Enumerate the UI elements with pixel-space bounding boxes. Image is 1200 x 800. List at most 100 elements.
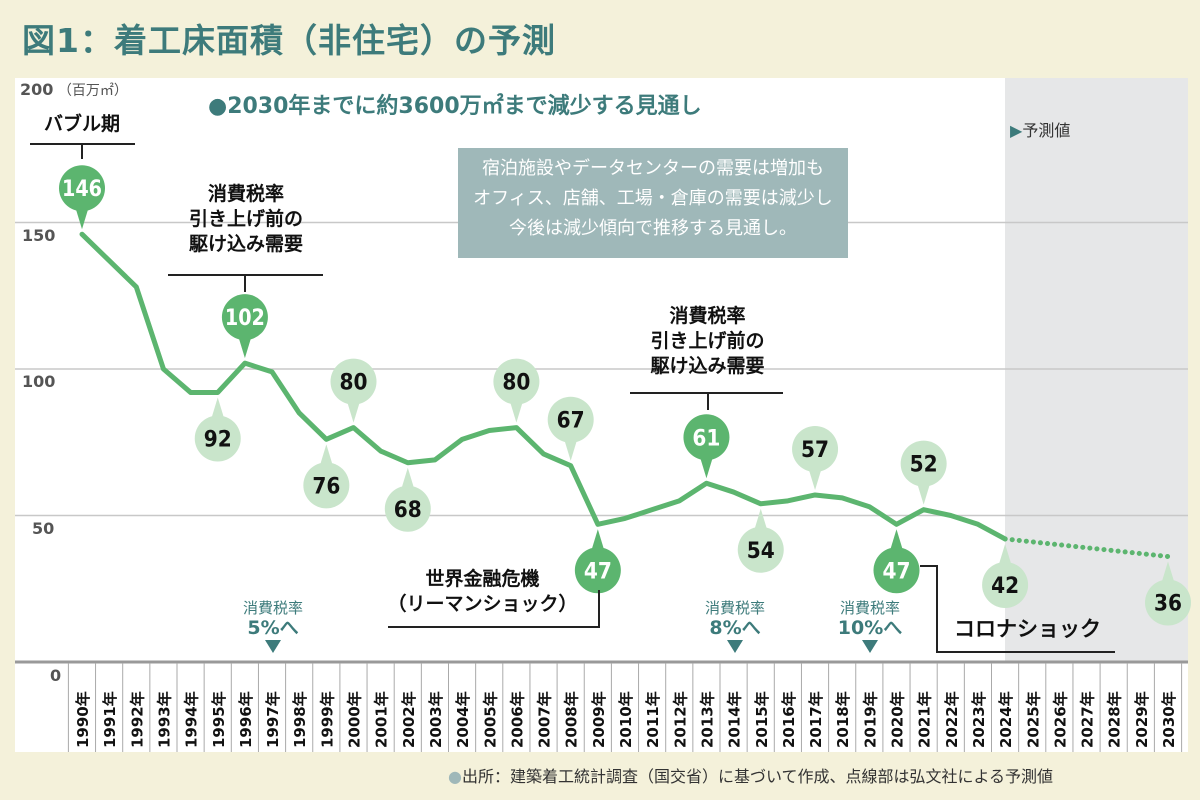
x-tick-label: 2029年: [1133, 691, 1151, 748]
x-tick-label: 2019年: [861, 691, 879, 748]
x-tick-label: 2005年: [481, 691, 499, 748]
x-tick-label: 2011年: [644, 691, 662, 748]
callout-tax-rush-1: 消費税率 引き上げ前の 駆け込み需要: [168, 182, 324, 257]
bubble-pointer: [916, 481, 931, 505]
triangle-down-icon: [727, 640, 743, 653]
data-label: 47: [584, 559, 612, 584]
callout-line: （リーマンショック）: [387, 593, 578, 615]
bubble-pointer: [1161, 561, 1175, 585]
x-tick-label: 2027年: [1079, 691, 1097, 748]
data-bubble: [574, 547, 621, 594]
triangle-right-icon: ▶: [1010, 121, 1023, 140]
x-tick-label: 1994年: [183, 691, 201, 748]
callout-underline: [388, 626, 600, 628]
x-tick-label: 2003年: [427, 691, 445, 748]
x-tick-label: 2024年: [997, 691, 1015, 748]
callout-leader: [81, 143, 83, 159]
info-line: オフィス、店舗、工場・倉庫の需要は減少し: [473, 188, 833, 209]
data-label: 146: [62, 177, 102, 202]
x-tick-label: 2009年: [590, 691, 608, 748]
source-note: ●出所：建築着工統計調査（国交省）に基づいて作成、点線部は弘文社による予測値: [448, 763, 1053, 787]
data-bubble: [194, 415, 241, 462]
data-label: 42: [991, 574, 1019, 599]
x-tick-label: 2025年: [1024, 691, 1042, 748]
data-label: 52: [910, 453, 938, 478]
bubble-pointer: [237, 335, 252, 359]
forecast-region: [1005, 78, 1188, 662]
bubble-pointer: [699, 455, 714, 479]
x-tick-label: 1998年: [291, 691, 309, 748]
x-tick-label: 1992年: [128, 691, 146, 748]
callout-line: 駆け込み需要: [188, 233, 303, 255]
data-label: 61: [692, 426, 720, 451]
x-tick-label: 1993年: [155, 691, 173, 748]
data-label: 80: [340, 371, 368, 396]
chart-title: 図1：着工床面積（非住宅）の予測: [22, 21, 556, 60]
x-tick-label: 2008年: [563, 691, 581, 748]
info-line: 宿泊施設やデータセンターの需要は増加も: [482, 158, 824, 179]
data-label: 92: [204, 427, 232, 452]
x-tick-label: 1990年: [74, 691, 92, 748]
callout-underline: [630, 392, 783, 394]
callout-line: 駆け込み需要: [650, 355, 765, 377]
x-tick-label: 2012年: [671, 691, 689, 748]
y-axis-unit: 200 （百万㎡）: [20, 80, 128, 100]
bubble-pointer: [509, 399, 524, 423]
data-bubble: [737, 526, 784, 573]
x-tick-label: 2013年: [698, 691, 716, 748]
bubble-pointer: [400, 467, 415, 491]
x-tick-label: 1991年: [101, 691, 119, 748]
data-label: 36: [1154, 592, 1182, 617]
data-bubble: [683, 414, 730, 461]
callout-leader: [936, 565, 938, 653]
x-tick-label: 2026年: [1051, 691, 1069, 748]
callout-line: 消費税率: [669, 305, 746, 327]
data-label: 80: [502, 371, 530, 396]
callout-line: 引き上げ前の: [188, 208, 303, 230]
x-tick-label: 2023年: [970, 691, 988, 748]
data-label: 102: [225, 306, 265, 331]
info-line: 今後は減少傾向で推移する見通し。: [509, 218, 797, 239]
subtitle: ●2030年までに約3600万㎡まで減少する見通し: [208, 94, 702, 119]
callout-line: 引き上げ前の: [650, 330, 765, 352]
y-tick-150: 150: [22, 226, 56, 245]
y-tick-50: 50: [32, 519, 55, 538]
callout-leader: [707, 392, 709, 410]
tax-marker-8: 消費税率 8%へ: [685, 598, 785, 653]
x-tick-label: 1995年: [210, 691, 228, 748]
data-bubble: [900, 440, 947, 487]
callout-tax-rush-2: 消費税率 引き上げ前の 駆け込み需要: [630, 304, 785, 379]
forecast-line: [1002, 536, 1171, 560]
bubble-pointer: [210, 397, 225, 421]
x-tick-label: 2007年: [536, 691, 554, 748]
bubble-pointer: [563, 437, 578, 461]
bubble-pointer: [753, 508, 768, 532]
y-axis-label: （百万㎡）: [57, 83, 128, 99]
data-bubble: [303, 462, 350, 509]
x-tick-label: 2014年: [726, 691, 744, 748]
triangle-down-icon: [862, 640, 878, 653]
y-tick-100: 100: [22, 372, 56, 391]
data-label: 47: [883, 559, 911, 584]
data-label: 54: [747, 539, 775, 564]
data-bubble: [1145, 579, 1191, 626]
tax-marker-label: 消費税率: [242, 599, 303, 617]
bubble-pointer: [889, 529, 904, 553]
y-tick-200: 200: [20, 80, 54, 99]
data-label: 76: [312, 474, 340, 499]
tax-marker-rate: 10%へ: [837, 617, 903, 639]
callout-underline: [938, 651, 1115, 653]
x-tick-label: 1999年: [318, 691, 336, 748]
bubble-pointer: [998, 543, 1013, 567]
tax-marker-label: 消費税率: [704, 599, 765, 617]
x-tick-label: 2018年: [834, 691, 852, 748]
callout-leader: [244, 274, 246, 292]
x-tick-label: 2028年: [1106, 691, 1124, 748]
x-tick-label: 2022年: [943, 691, 961, 748]
data-bubble: [59, 165, 105, 212]
triangle-down-icon: [265, 640, 281, 653]
x-tick-label: 2017年: [807, 691, 825, 748]
x-tick-label: 2006年: [508, 691, 526, 748]
y-tick-0: 0: [50, 666, 62, 685]
